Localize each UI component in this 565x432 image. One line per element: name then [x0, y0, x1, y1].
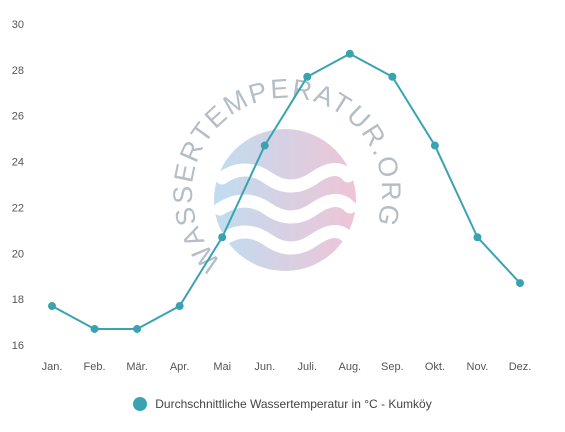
x-tick-label: Juli.: [297, 361, 317, 373]
data-point[interactable]: [430, 141, 439, 150]
series-line: [51, 52, 521, 330]
x-tick-label: Jan.: [42, 361, 63, 373]
data-point[interactable]: [133, 324, 142, 333]
legend-marker-icon: [133, 397, 148, 411]
x-tick-label: Nov.: [467, 361, 489, 373]
data-point[interactable]: [260, 141, 269, 150]
y-axis: 16 18 20 22 24 26 28 30: [12, 19, 24, 352]
series-layer: [48, 49, 524, 333]
y-tick-label: 20: [12, 248, 24, 260]
x-axis: Jan. Feb. Mär. Apr. Mai Jun. Juli. Aug. Sep. Okt.…: [42, 361, 532, 373]
y-tick-label: 22: [12, 202, 24, 214]
legend-label: Durchschnittliche Wassertemperatur in °C…: [155, 397, 432, 411]
y-tick-label: 24: [12, 157, 24, 169]
data-point[interactable]: [516, 279, 524, 288]
legend: Durchschnittliche Wassertemperatur in °C…: [0, 397, 565, 411]
y-tick-label: 16: [12, 340, 24, 352]
data-point[interactable]: [473, 233, 482, 242]
data-point[interactable]: [345, 49, 354, 58]
x-tick-label: Mär.: [126, 361, 147, 373]
x-tick-label: Feb.: [84, 361, 106, 373]
data-point[interactable]: [303, 72, 312, 81]
y-tick-label: 28: [12, 65, 24, 77]
waves-icon: [213, 163, 357, 255]
x-tick-label: Mai: [213, 361, 231, 373]
x-tick-label: Jun.: [254, 361, 275, 373]
x-tick-label: Aug.: [338, 361, 361, 373]
y-tick-label: 30: [12, 19, 24, 31]
x-tick-label: Apr.: [170, 361, 190, 373]
data-point[interactable]: [175, 302, 184, 311]
x-tick-label: Okt.: [425, 361, 445, 373]
x-tick-label: Sep.: [381, 361, 404, 373]
x-tick-label: Dez.: [509, 361, 532, 373]
data-point[interactable]: [48, 302, 56, 311]
data-point[interactable]: [218, 233, 227, 242]
y-tick-label: 26: [12, 111, 24, 123]
y-tick-label: 18: [12, 294, 24, 306]
data-point[interactable]: [90, 324, 99, 333]
data-point[interactable]: [388, 72, 397, 81]
watermark: WASSERTEMPERATUR.ORG: [168, 73, 404, 277]
